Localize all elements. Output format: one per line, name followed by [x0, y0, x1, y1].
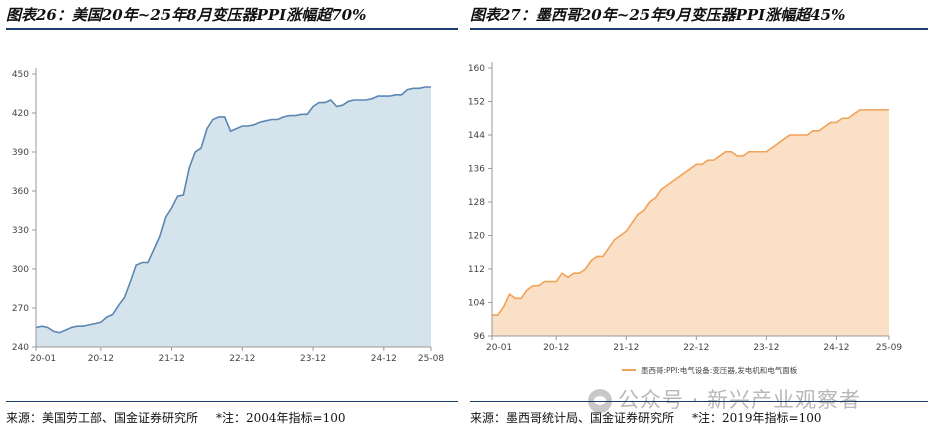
left-title-rule — [6, 28, 458, 30]
us-x-tick-label: 22-12 — [229, 354, 255, 364]
right-source: 来源：墨西哥统计局、国金证券研究所 — [470, 411, 675, 425]
mx-y-tick-label: 104 — [468, 299, 485, 309]
mx-y-tick-label: 128 — [468, 198, 485, 208]
us-y-tick-label: 330 — [12, 226, 29, 236]
left-source-line: 来源：美国劳工部、国金证券研究所 *注：2004年指标=100 — [6, 409, 364, 426]
mx-x-tick-label: 25-09 — [876, 343, 902, 353]
us-y-tick-label: 450 — [12, 70, 29, 80]
mx-area-fill — [492, 109, 889, 336]
mx-y-tick-label: 160 — [468, 64, 485, 74]
watermark-text: 公众号 · 新兴产业观察者 — [618, 388, 862, 412]
mx-x-tick-label: 21-12 — [613, 343, 639, 353]
mx-y-tick-label: 152 — [468, 98, 485, 108]
left-source: 来源：美国劳工部、国金证券研究所 — [6, 411, 199, 425]
mx-y-tick-label: 136 — [468, 165, 485, 175]
mx-x-tick-label: 20-01 — [486, 343, 512, 353]
us-y-tick-label: 420 — [12, 109, 29, 119]
right-title-rule — [470, 28, 928, 30]
us-y-tick-label: 300 — [12, 265, 29, 275]
mx-y-tick-label: 112 — [468, 265, 485, 275]
left-note: *注：2004年指标=100 — [216, 411, 346, 425]
mx-y-tick-label: 96 — [474, 332, 486, 342]
us-area-fill — [36, 87, 431, 347]
us-x-tick-label: 20-12 — [88, 354, 114, 364]
us-x-tick-label: 24-12 — [371, 354, 397, 364]
us-x-tick-label: 21-12 — [159, 354, 185, 364]
right-footer-rule — [470, 401, 928, 402]
us-x-tick-label: 20-01 — [30, 354, 56, 364]
us-ppi-chart: 240 270 300 330 360 390 420 450 20-01 20-12 21-12 2… — [12, 68, 444, 364]
us-y-tick-label: 390 — [12, 148, 29, 158]
right-chart-title: 图表27：墨西哥20年~25年9月变压器PPI涨幅超45% — [470, 6, 846, 24]
mx-x-tick-label: 23-12 — [753, 343, 779, 353]
mx-x-tick-label: 22-12 — [683, 343, 709, 353]
mx-x-tick-label: 24-12 — [823, 343, 849, 353]
left-footer-rule — [6, 401, 458, 402]
left-chart-title: 图表26：美国20年~25年8月变压器PPI涨幅超70% — [6, 6, 367, 24]
mx-series-line — [492, 109, 889, 316]
us-y-tick-label: 360 — [12, 187, 29, 197]
us-y-tick-label: 240 — [12, 343, 29, 353]
us-series-line — [35, 86, 431, 334]
us-x-tick-label: 23-12 — [300, 354, 326, 364]
mx-y-tick-label: 120 — [468, 232, 485, 242]
mx-legend-label: 墨西哥:PPI:电气设备:变压器,发电机和电气面板 — [641, 365, 798, 375]
us-y-tick-label: 270 — [12, 304, 29, 314]
right-note: *注：2019年指标=100 — [692, 411, 822, 425]
watermark: 公众号 · 新兴产业观察者 — [588, 384, 861, 414]
mx-y-tick-label: 144 — [468, 131, 485, 141]
mexico-ppi-chart: 96 104 112 120 128 136 144 152 160 20-01 20-12 21-1… — [468, 62, 902, 375]
mx-x-tick-label: 20-12 — [543, 343, 569, 353]
us-x-tick-label: 25-08 — [418, 354, 444, 364]
right-source-line: 来源：墨西哥统计局、国金证券研究所 *注：2019年指标=100 — [470, 409, 840, 426]
